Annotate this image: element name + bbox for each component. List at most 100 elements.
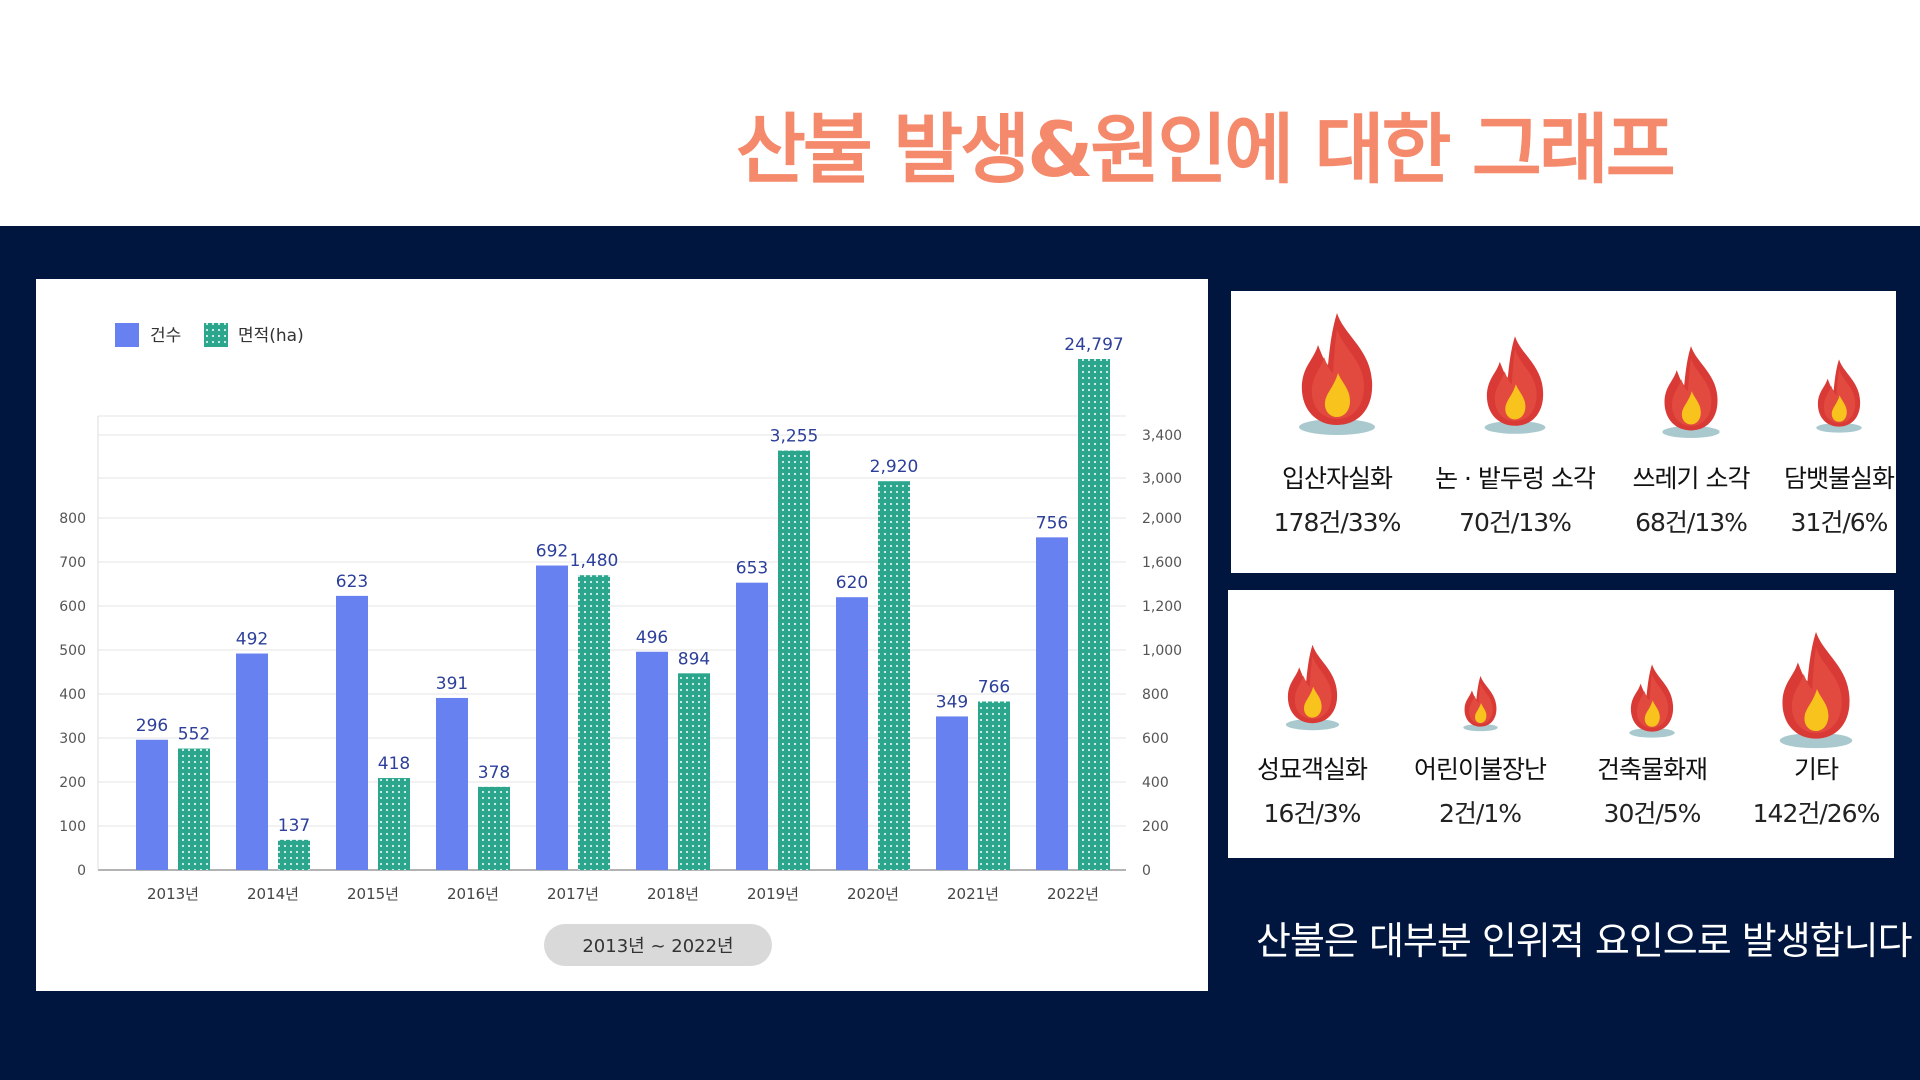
area-label: 3,255 — [770, 427, 819, 447]
cause-item: 담뱃불실화 31건/6% — [1759, 291, 1919, 573]
area-label: 894 — [678, 649, 710, 669]
legend: 건수 면적(ha) — [115, 323, 304, 347]
count-bar — [136, 739, 168, 870]
cause-icon-wrap — [1611, 343, 1771, 441]
left-tick-label: 200 — [59, 775, 86, 791]
count-bar — [836, 597, 868, 870]
page-title: 산불 발생&원인에 대한 그래프 — [736, 105, 1676, 194]
right-tick-label: 800 — [1142, 687, 1169, 703]
count-bar — [1036, 537, 1068, 870]
legend-swatch-count — [115, 323, 139, 347]
x-tick-label: 2013년 — [147, 885, 199, 903]
x-tick-label: 2019년 — [747, 885, 799, 903]
cause-icon-wrap — [1435, 333, 1595, 437]
count-label: 496 — [636, 628, 668, 648]
area-label: 552 — [178, 725, 210, 745]
right-tick-label: 600 — [1142, 731, 1169, 747]
left-tick-label: 600 — [59, 599, 86, 615]
cause-stat: 2건/1% — [1439, 799, 1522, 828]
area-bar — [1078, 359, 1110, 870]
left-tick-label: 0 — [77, 863, 86, 879]
right-tick-label: 1,200 — [1142, 599, 1182, 615]
cause-item: 기타 142건/26% — [1736, 590, 1896, 858]
cause-icon-wrap — [1572, 662, 1732, 740]
cause-name: 담뱃불실화 — [1783, 464, 1895, 493]
area-label: 137 — [278, 816, 310, 836]
x-tick-label: 2018년 — [647, 885, 699, 903]
axes: 0 100 200 300 400 500 600 700 800 0 200 400 600 800 1,… — [59, 428, 1182, 903]
area-bar — [778, 450, 810, 870]
cause-stat: 30건/5% — [1603, 799, 1702, 828]
cause-name: 입산자실화 — [1281, 464, 1393, 493]
right-tick-label: 3,400 — [1142, 428, 1182, 444]
fire-icon — [1816, 359, 1862, 433]
area-bar — [478, 786, 510, 870]
cause-name: 성묘객실화 — [1256, 755, 1368, 784]
area-bar — [678, 673, 710, 870]
count-label: 623 — [336, 572, 368, 592]
cause-item: 쓰레기 소각 68건/13% — [1611, 291, 1771, 573]
x-tick-label: 2017년 — [547, 885, 599, 903]
period-pill-bg — [544, 924, 772, 966]
cause-item: 성묘객실화 16건/3% — [1232, 590, 1392, 858]
right-tick-label: 0 — [1142, 863, 1151, 879]
causes-card-top: 입산자실화 178건/33% 논 · 밭두렁 소각 70건/13% 쓰레기 소각 68건/… — [1231, 291, 1896, 573]
area-label: 378 — [478, 763, 510, 783]
count-label: 296 — [136, 716, 168, 736]
cause-stat: 31건/6% — [1790, 508, 1889, 537]
cause-stat: 16건/3% — [1263, 799, 1362, 828]
fire-icon — [1779, 631, 1853, 749]
cause-name: 기타 — [1793, 755, 1839, 784]
x-tick-label: 2015년 — [347, 885, 399, 903]
area-label: 766 — [978, 677, 1010, 697]
x-tick-label: 2016년 — [447, 885, 499, 903]
cause-name: 쓰레기 소각 — [1632, 464, 1751, 493]
fire-icon — [1629, 664, 1675, 738]
count-bar — [936, 716, 968, 870]
left-tick-label: 800 — [59, 511, 86, 527]
fire-icon — [1484, 336, 1546, 434]
cause-stat: 142건/26% — [1752, 799, 1881, 828]
period-pill: 2013년 ~ 2022년 — [544, 924, 772, 966]
left-tick-label: 500 — [59, 643, 86, 659]
area-label: 2,920 — [870, 457, 919, 477]
x-tick-label: 2014년 — [247, 885, 299, 903]
count-bar — [536, 565, 568, 870]
period-label: 2013년 ~ 2022년 — [582, 936, 733, 957]
cause-stat: 178건/33% — [1273, 508, 1402, 537]
area-bar — [578, 575, 610, 870]
x-tick-label: 2022년 — [1047, 885, 1099, 903]
area-label: 1,480 — [570, 551, 619, 571]
cause-icon-wrap — [1400, 674, 1560, 733]
right-tick-label: 1,600 — [1142, 555, 1182, 571]
legend-label-count: 건수 — [150, 326, 181, 346]
cause-name: 건축물화재 — [1596, 755, 1708, 784]
chart-card: 0 100 200 300 400 500 600 700 800 0 200 400 600 800 1,… — [36, 279, 1208, 991]
x-tick-label: 2020년 — [847, 885, 899, 903]
cause-icon-wrap — [1759, 357, 1919, 435]
area-bar — [978, 701, 1010, 870]
legend-label-area: 면적(ha) — [238, 326, 304, 346]
legend-swatch-area — [204, 323, 228, 347]
right-tick-label: 2,000 — [1142, 511, 1182, 527]
cause-item: 어린이불장난 2건/1% — [1400, 590, 1560, 858]
count-bar — [636, 651, 668, 870]
count-bar — [236, 653, 268, 870]
fire-icon — [1299, 313, 1375, 435]
area-bar — [878, 481, 910, 870]
count-label: 349 — [936, 692, 968, 712]
left-tick-label: 300 — [59, 731, 86, 747]
left-tick-label: 100 — [59, 819, 86, 835]
right-tick-label: 1,000 — [1142, 643, 1182, 659]
count-label: 653 — [736, 559, 768, 579]
cause-stat: 68건/13% — [1635, 508, 1748, 537]
count-label: 492 — [236, 630, 268, 650]
bar-chart: 0 100 200 300 400 500 600 700 800 0 200 400 600 800 1,… — [59, 323, 1182, 966]
cause-name: 논 · 밭두렁 소각 — [1435, 464, 1596, 493]
cause-stat: 70건/13% — [1459, 508, 1572, 537]
bars — [136, 359, 1110, 870]
fire-icon — [1662, 346, 1720, 438]
footnote-text: 산불은 대부분 인위적 요인으로 발생합니다 — [1256, 919, 1913, 963]
cause-icon-wrap — [1232, 642, 1392, 733]
area-bar — [178, 748, 210, 870]
